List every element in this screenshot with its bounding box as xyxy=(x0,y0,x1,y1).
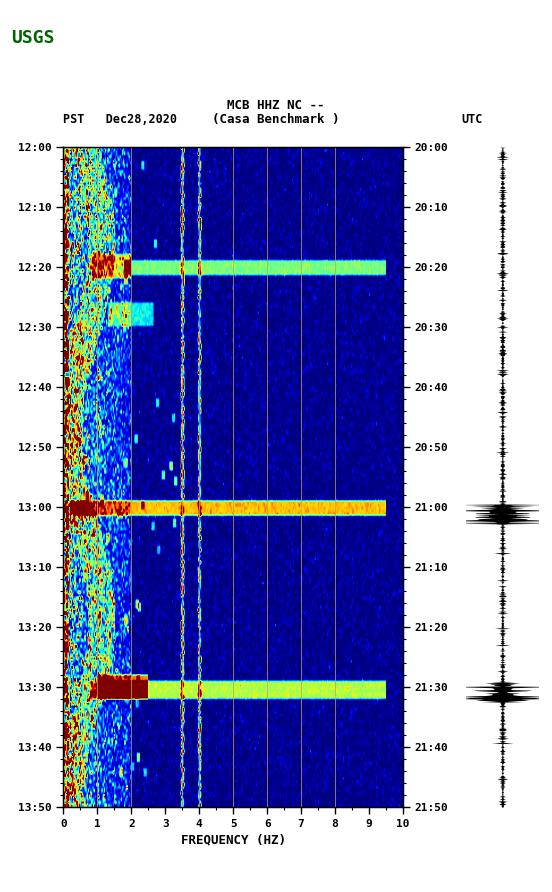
Text: MCB HHZ NC --: MCB HHZ NC -- xyxy=(227,99,325,112)
Text: USGS: USGS xyxy=(11,29,55,47)
Text: UTC: UTC xyxy=(461,113,483,126)
Text: (Casa Benchmark ): (Casa Benchmark ) xyxy=(213,113,339,126)
X-axis label: FREQUENCY (HZ): FREQUENCY (HZ) xyxy=(181,833,286,847)
Text: PST   Dec28,2020: PST Dec28,2020 xyxy=(63,113,178,126)
